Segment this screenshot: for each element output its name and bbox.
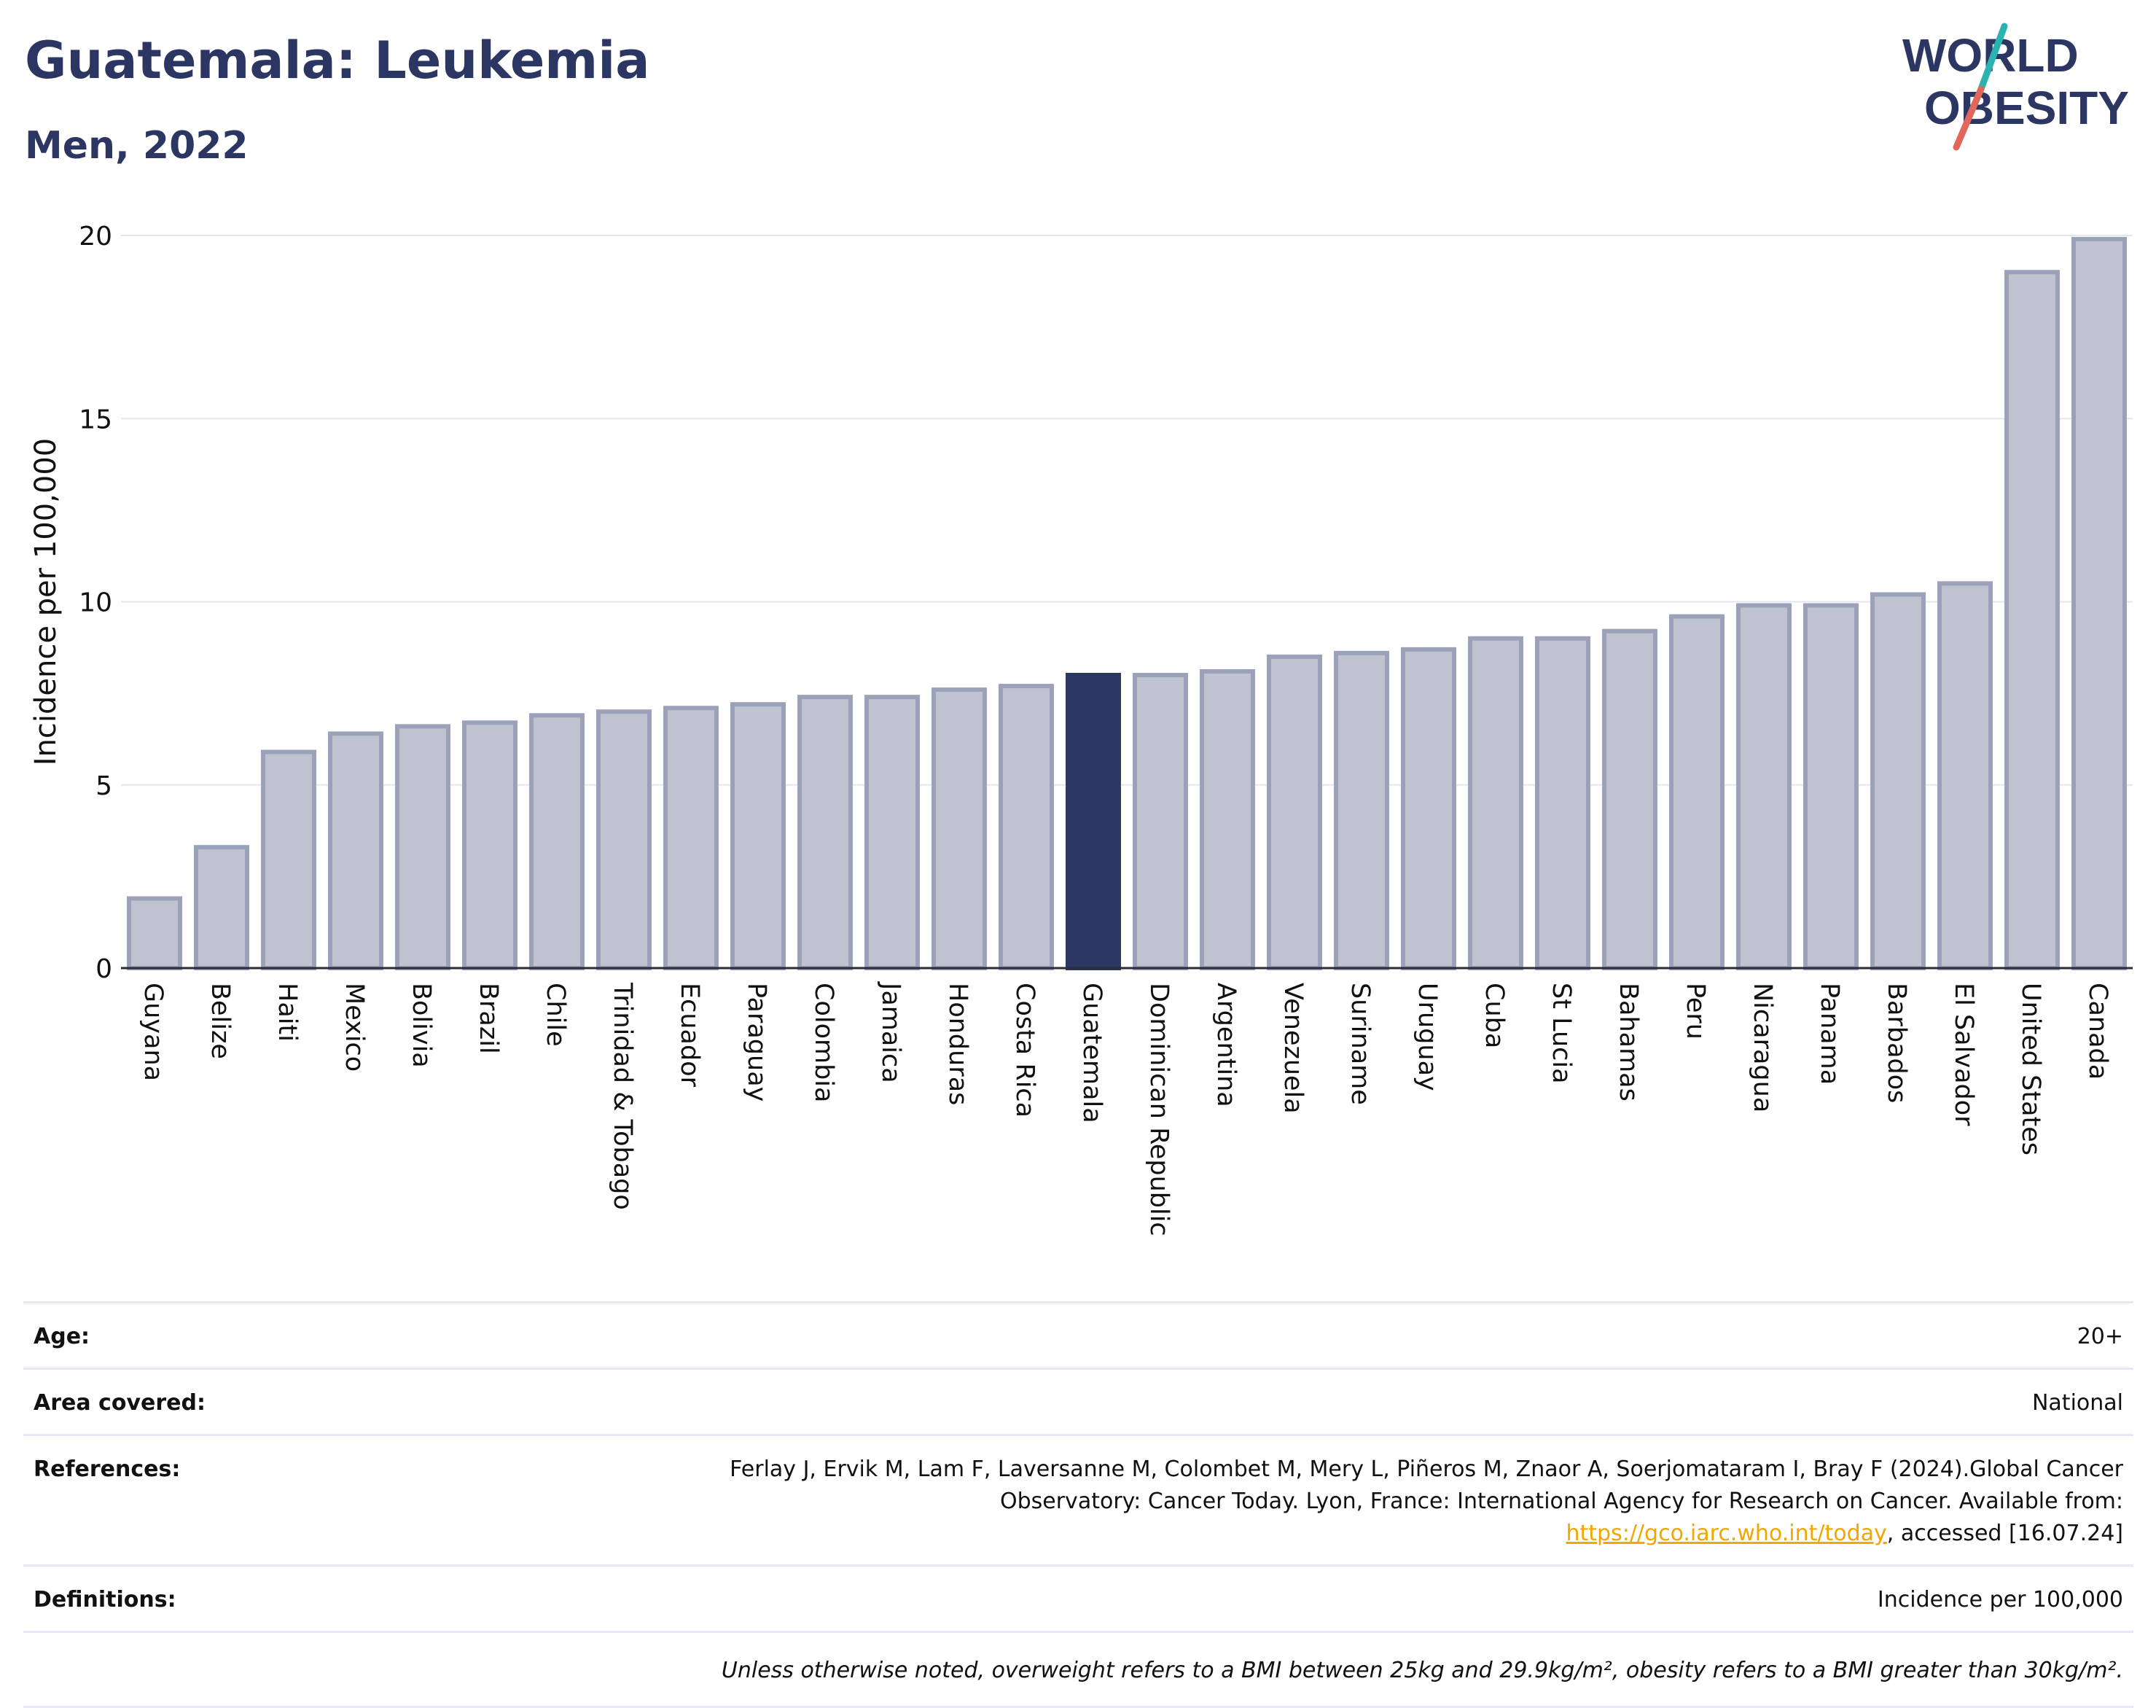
bar-guatemala: [1066, 673, 1121, 970]
bar-venezuela: [1267, 654, 1322, 970]
x-tick-label: Nicaragua: [1748, 983, 1777, 1112]
y-tick-label: 0: [95, 954, 112, 984]
bar-argentina: [1200, 668, 1255, 970]
bars: [127, 237, 2127, 971]
meta-row-area: Area covered: National: [23, 1370, 2133, 1436]
meta-row-definitions: Definitions: Incidence per 100,000: [23, 1567, 2133, 1633]
x-tick-label: United States: [2016, 983, 2045, 1155]
x-tick-label: Mexico: [340, 983, 369, 1072]
bar-united-states: [2004, 270, 2060, 970]
references-text-1: Ferlay J, Ervik M, Lam F, Laversanne M, …: [730, 1457, 2123, 1514]
x-tick-label: Panama: [1815, 983, 1844, 1085]
logo-word-obesity: OBESITY: [1924, 82, 2129, 134]
gridlines: [121, 235, 2133, 786]
references-label: References:: [34, 1457, 181, 1482]
bar-guyana: [127, 896, 182, 971]
bar-chile: [529, 713, 585, 971]
bar-nicaragua: [1736, 603, 1792, 971]
references-value: Ferlay J, Ervik M, Lam F, Laversanne M, …: [665, 1454, 2123, 1550]
bar-colombia: [797, 695, 853, 971]
bar-el-salvador: [1937, 581, 1993, 970]
x-tick-label: Ecuador: [675, 983, 704, 1088]
area-label: Area covered:: [34, 1390, 206, 1416]
bar-suriname: [1334, 650, 1389, 970]
bar-bahamas: [1602, 628, 1657, 970]
x-tick-label: Chile: [541, 983, 570, 1047]
bar-dominican-republic: [1133, 673, 1188, 970]
bar-belize: [194, 845, 249, 971]
meta-row-references: References: Ferlay J, Ervik M, Lam F, La…: [23, 1436, 2133, 1567]
x-tick-label: Colombia: [809, 983, 838, 1102]
y-tick-label: 15: [79, 405, 112, 434]
bar-paraguay: [730, 702, 786, 970]
references-link[interactable]: https://gco.iarc.who.int/today: [1566, 1521, 1887, 1546]
x-tick-label: Dominican Republic: [1144, 983, 1173, 1236]
x-axis-labels: Guyana Belize Haiti Mexico Bolivia Brazil Chil…: [138, 981, 2112, 1236]
x-tick-label: Bolivia: [407, 983, 436, 1068]
metadata-table: Age: 20+ Area covered: National Referenc…: [23, 1301, 2133, 1708]
bmi-note: Unless otherwise noted, overweight refer…: [721, 1658, 2123, 1683]
x-tick-label: Canada: [2083, 983, 2112, 1080]
x-tick-label: St Lucia: [1547, 983, 1576, 1084]
age-label: Age:: [34, 1324, 90, 1349]
x-tick-label: Trinidad & Tobago: [608, 982, 637, 1210]
x-tick-label: Costa Rica: [1010, 983, 1039, 1118]
x-tick-label: Guatemala: [1077, 983, 1106, 1123]
age-value: 20+: [2077, 1324, 2123, 1349]
bar-jamaica: [864, 695, 920, 971]
bar-haiti: [261, 749, 316, 971]
bar-brazil: [462, 720, 517, 970]
bar-trinidad-tobago: [596, 709, 652, 970]
x-tick-label: Jamaica: [876, 981, 905, 1083]
x-tick-label: Uruguay: [1413, 983, 1442, 1091]
x-tick-label: Bahamas: [1614, 983, 1643, 1101]
meta-row-note: Unless otherwise noted, overweight refer…: [23, 1633, 2133, 1708]
x-tick-label: Guyana: [138, 983, 168, 1081]
y-axis-title: Incidence per 100,000: [29, 438, 63, 766]
x-tick-label: Suriname: [1345, 983, 1375, 1105]
bar-costa-rica: [999, 684, 1054, 970]
references-text-2: , accessed [16.07.24]: [1886, 1521, 2123, 1546]
bar-honduras: [931, 687, 987, 970]
bar-bolivia: [395, 724, 450, 970]
world-obesity-logo: WORLD OBESITY: [1902, 23, 2129, 151]
y-tick-label: 5: [95, 771, 112, 801]
meta-row-age: Age: 20+: [23, 1303, 2133, 1370]
bar-mexico: [328, 731, 383, 971]
bar-chart: 0 5 10 15 20 Guyana Belize Haiti Mexico Bolivia B…: [29, 222, 2133, 1236]
x-tick-label: Cuba: [1480, 983, 1509, 1048]
bar-canada: [2071, 237, 2127, 970]
bar-cuba: [1468, 636, 1523, 970]
chart-subtitle: Men, 2022: [25, 124, 249, 168]
bar-uruguay: [1401, 647, 1456, 970]
y-tick-label: 20: [79, 222, 112, 251]
chart-title: Guatemala: Leukemia: [25, 31, 650, 90]
y-axis-ticks: 0 5 10 15 20: [79, 222, 112, 984]
y-tick-label: 10: [79, 588, 112, 618]
x-tick-label: Belize: [206, 983, 235, 1059]
logo-slash-coral: [1953, 85, 1985, 151]
x-tick-label: Peru: [1681, 983, 1710, 1040]
bar-panama: [1803, 603, 1859, 971]
bar-st-lucia: [1535, 636, 1590, 970]
bar-barbados: [1870, 592, 1926, 970]
bar-peru: [1669, 614, 1725, 970]
definitions-label: Definitions:: [34, 1587, 176, 1613]
x-tick-label: Haiti: [273, 983, 302, 1042]
definitions-value: Incidence per 100,000: [1877, 1587, 2123, 1613]
x-tick-label: Barbados: [1882, 983, 1911, 1103]
x-tick-label: Venezuela: [1278, 983, 1308, 1114]
logo-slash-teal: [1977, 23, 2008, 93]
x-tick-label: Paraguay: [742, 983, 771, 1101]
x-tick-label: Brazil: [474, 983, 503, 1054]
area-value: National: [2031, 1390, 2123, 1416]
x-tick-label: El Salvador: [1949, 983, 1978, 1126]
x-tick-label: Honduras: [943, 983, 972, 1105]
x-tick-label: Argentina: [1211, 983, 1241, 1107]
bar-ecuador: [663, 706, 719, 970]
